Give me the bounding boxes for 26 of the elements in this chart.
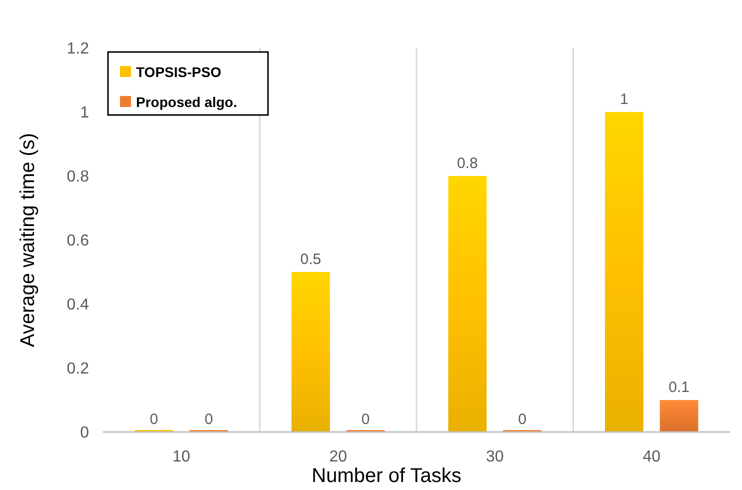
bar [291,272,330,432]
y-tick-label: 0 [80,424,90,442]
x-tick-label: 30 [486,448,504,466]
data-label: 0.1 [668,379,690,396]
y-tick-label: 1.2 [66,40,90,58]
data-label: 0.8 [457,155,478,172]
y-tick-label: 0.6 [66,232,90,250]
data-label: 0 [518,411,526,428]
data-label: 0.5 [300,251,322,268]
x-axis-title: Number of Tasks [312,465,462,487]
legend-label: TOPSIS-PSO [136,64,222,80]
bar [604,112,644,432]
data-label: 1 [620,91,628,108]
y-tick-label: 0.8 [66,168,90,186]
x-tick-label: 40 [642,448,661,466]
y-tick-label: 1 [80,104,90,122]
x-tick-label: 10 [172,448,190,466]
y-axis-title: Average waiting time (s) [17,132,39,348]
y-tick-label: 0.2 [66,360,90,378]
legend-label: Proposed algo. [136,94,238,110]
data-label: 0 [361,411,370,428]
data-label: 0 [150,411,158,428]
x-tick-label: 20 [329,448,348,466]
bar [448,176,487,432]
data-label: 0 [204,411,213,428]
y-tick-label: 0.4 [66,296,90,314]
